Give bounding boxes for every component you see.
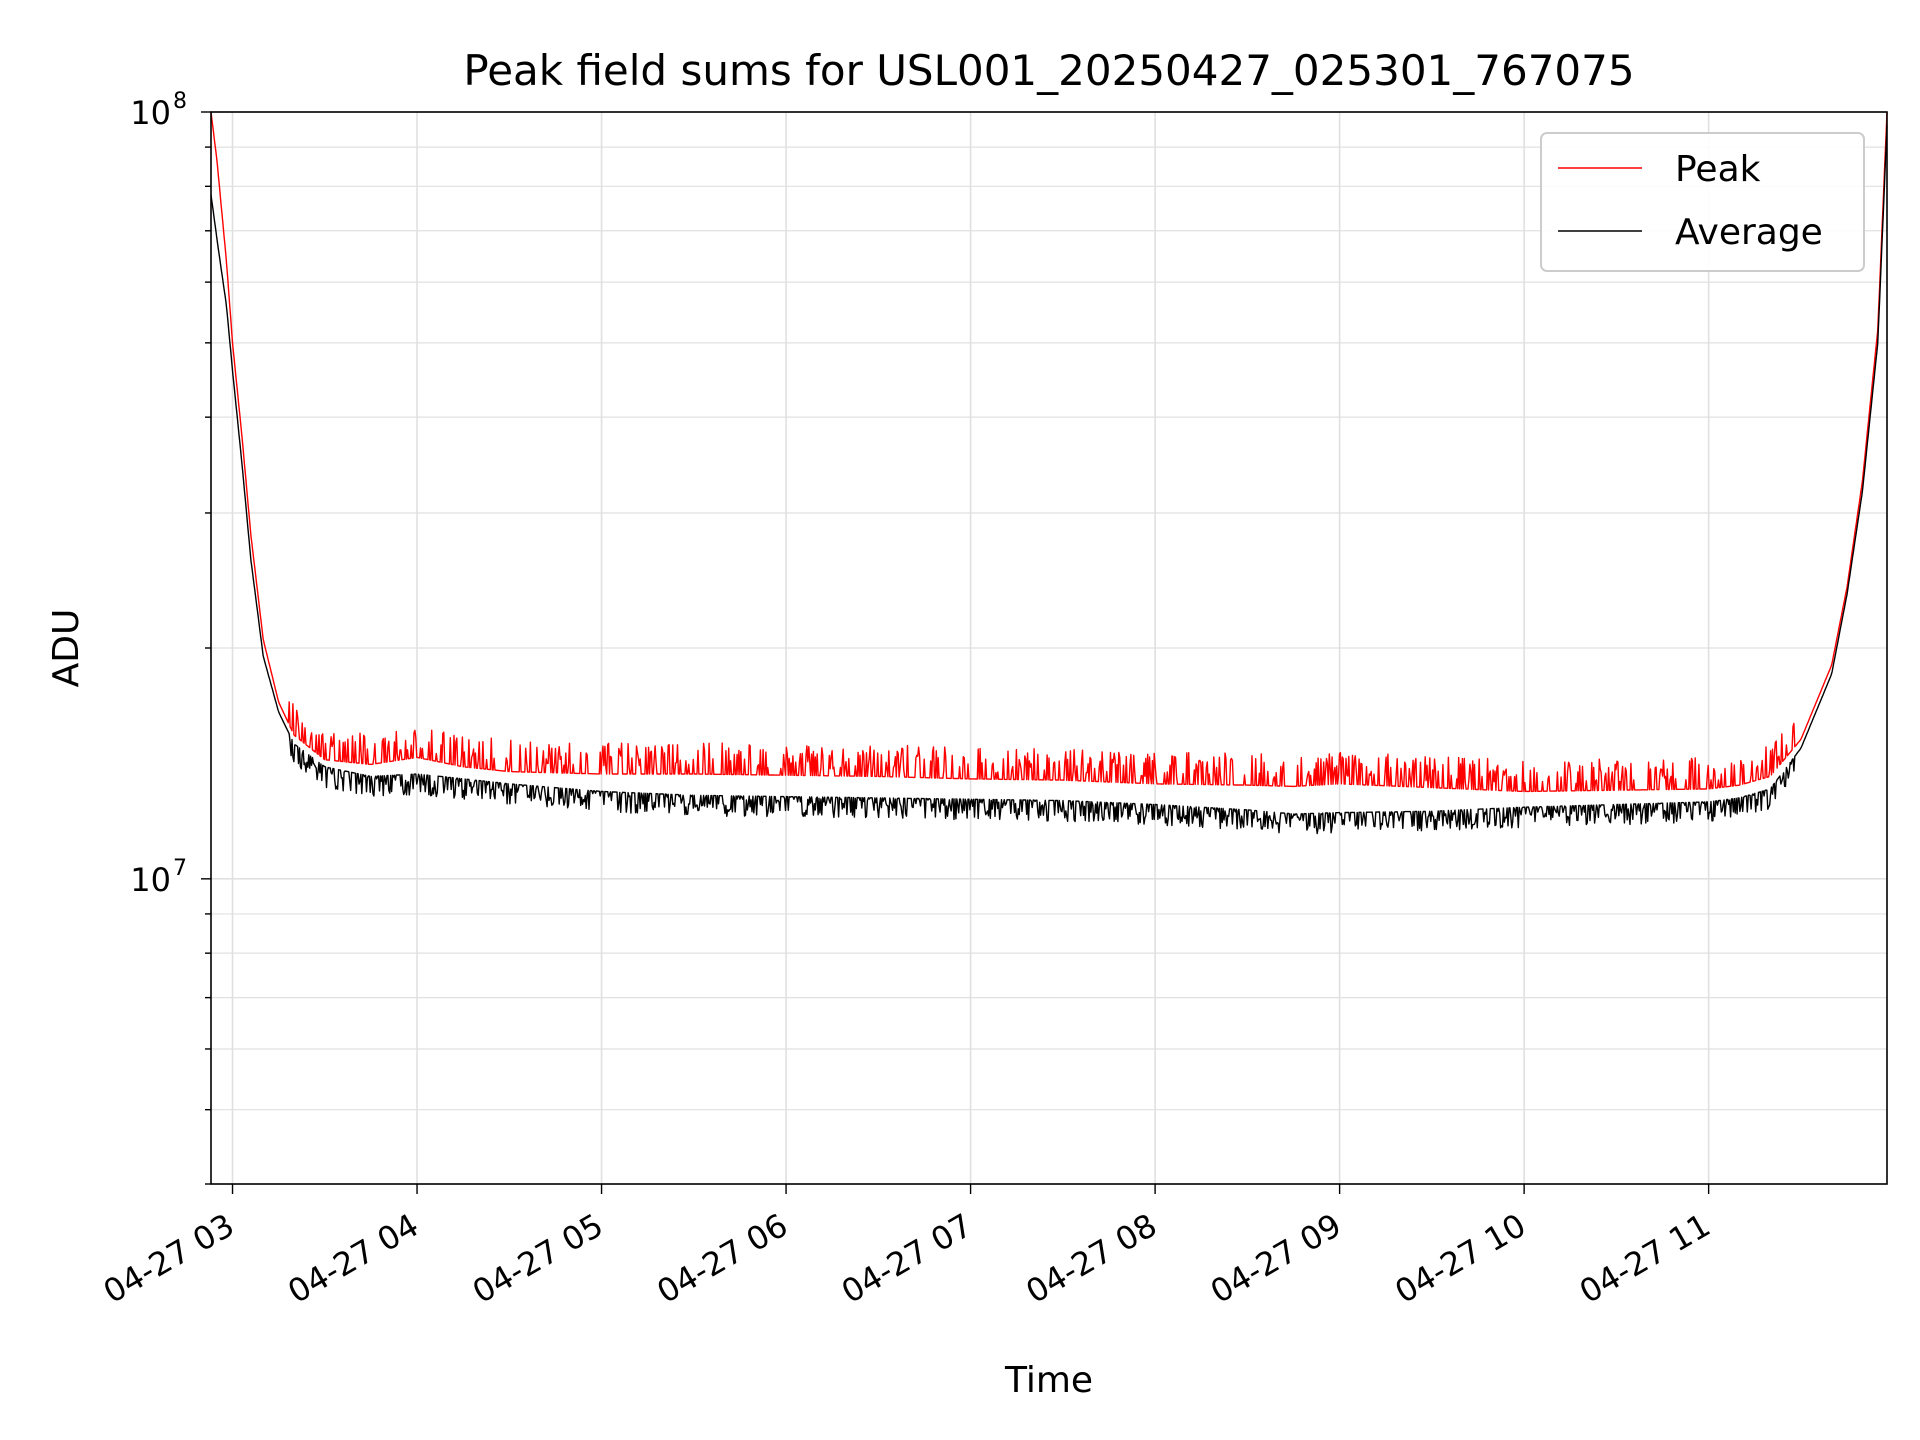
chart-title: Peak field sums for USL001_20250427_0253… xyxy=(463,46,1634,95)
y-tick-exponent: 8 xyxy=(173,89,187,114)
y-tick-exponent: 7 xyxy=(173,856,187,881)
legend-average-label: Average xyxy=(1675,212,1823,253)
y-axis-label: ADU xyxy=(46,609,87,688)
legend: Peak Average xyxy=(1540,132,1865,272)
y-tick-label: 10 xyxy=(130,861,171,899)
x-axis-label: Time xyxy=(1004,1360,1093,1401)
series-line-peak xyxy=(210,111,1888,793)
series-layer xyxy=(210,111,1888,835)
series-line-average xyxy=(210,125,1888,835)
y-tick-label: 10 xyxy=(130,94,171,132)
legend-peak-label: Peak xyxy=(1675,149,1761,190)
grid xyxy=(211,111,1887,1185)
